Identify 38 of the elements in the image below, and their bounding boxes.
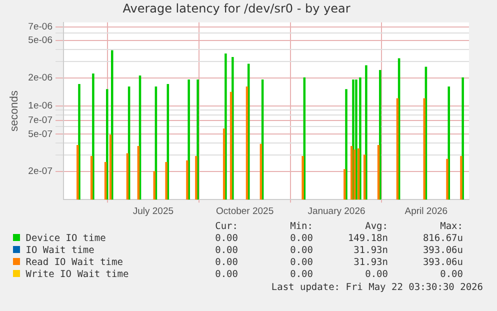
- text: 0.00: [439, 268, 463, 280]
- text: 31.93n: [352, 244, 388, 256]
- text: 0.00: [289, 244, 313, 256]
- text: 0.00: [289, 268, 313, 280]
- y-axis-title: seconds: [8, 90, 21, 132]
- text: 0.00: [214, 232, 238, 244]
- text: 0.00: [214, 244, 238, 256]
- text: 149.18n: [346, 232, 388, 244]
- x-tick-label: April 2026: [404, 206, 448, 217]
- y-tick-label: 7e-06: [28, 21, 52, 32]
- text: Avg:: [364, 220, 388, 232]
- text: 393.06u: [422, 244, 463, 256]
- legend-label: Read IO Wait time: [24, 256, 124, 268]
- text: 0.00: [289, 256, 313, 268]
- text: Last update: Fri May 22 03:30:30 2026: [271, 282, 483, 293]
- text: 393.06u: [422, 256, 463, 268]
- text: 816.67u: [422, 232, 463, 244]
- y-tick-label: 5e-06: [28, 35, 52, 46]
- legend-label: Device IO time: [24, 232, 107, 244]
- chart-title: Average latency for /dev/sr0 - by year: [122, 1, 350, 16]
- text: 0.00: [214, 256, 238, 268]
- y-tick-label: 5e-07: [28, 128, 52, 140]
- x-tick-label: January 2026: [308, 206, 366, 217]
- legend-label: Write IO Wait time: [24, 268, 130, 280]
- text: 31.93n: [352, 256, 388, 268]
- y-tick-label: 2e-07: [28, 166, 52, 178]
- x-tick-label: July 2025: [132, 206, 174, 217]
- text: Cur:: [214, 220, 238, 232]
- y-tick-label: 1e-06: [28, 100, 52, 112]
- text: 0.00: [214, 268, 238, 280]
- x-tick-label: October 2025: [216, 206, 274, 217]
- text: Min:: [289, 220, 313, 232]
- y-tick-label: 7e-07: [28, 115, 52, 126]
- text: Max:: [439, 220, 463, 232]
- y-tick-label: 2e-06: [28, 72, 52, 84]
- legend-label: IO Wait time: [24, 244, 96, 256]
- text: 0.00: [364, 268, 388, 280]
- text: 0.00: [289, 232, 313, 244]
